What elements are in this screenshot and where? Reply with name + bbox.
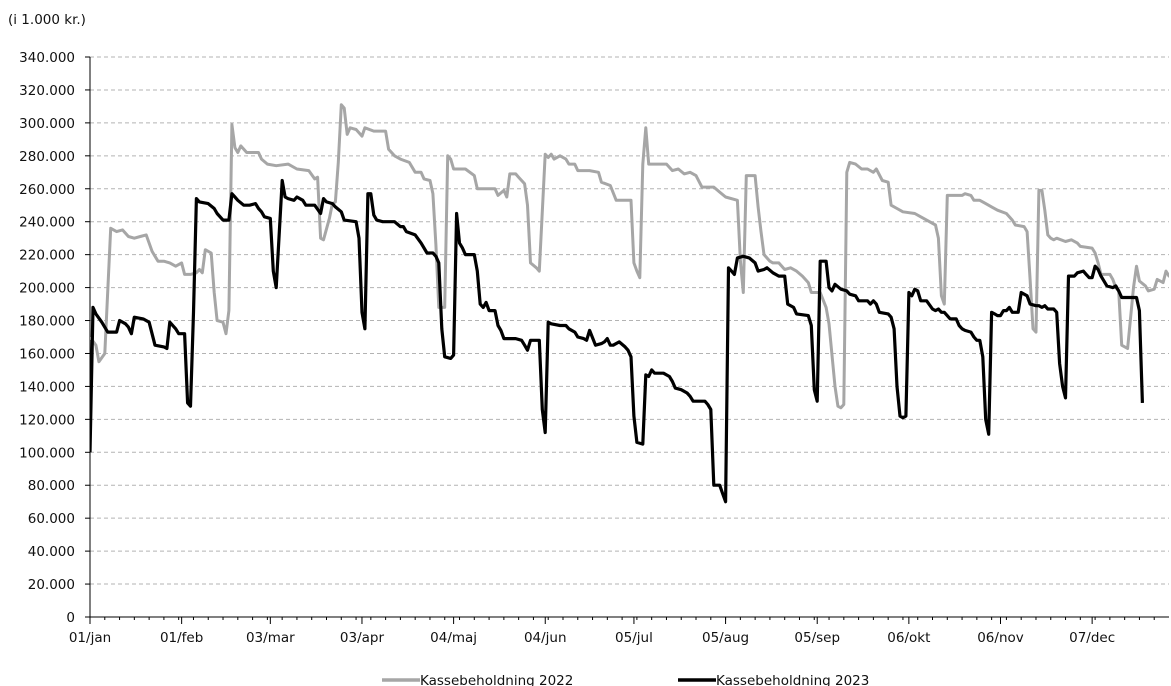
x-tick-label: 03/mar [246,630,295,646]
y-tick-label: 0 [66,610,75,626]
x-tick-label: 04/jun [524,630,567,646]
y-tick-label: 60.000 [28,511,75,527]
x-tick-label: 07/dec [1069,630,1115,646]
y-tick-label: 100.000 [19,445,75,461]
y-tick-label: 300.000 [19,116,75,132]
y-tick-label: 140.000 [19,379,75,395]
x-axis-ticks: 01/jan 01/feb 03/mar 03/apr 04/maj 04/jun 05/j… [69,617,1155,646]
series-line-2022 [90,103,1169,410]
x-tick-label: 01/jan [69,630,111,646]
x-tick-label: 05/aug [702,630,749,646]
legend-label: Kassebeholdning 2022 [420,673,573,686]
y-tick-label: 180.000 [19,314,75,330]
axes [89,57,1169,618]
x-tick-label: 04/maj [430,630,477,646]
series-line-2023 [90,178,1144,504]
legend: Kassebeholdning 2022 Kassebeholdning 2023 [382,673,869,686]
y-tick-label: 340.000 [19,50,75,66]
y-tick-label: 200.000 [19,281,75,297]
gridlines [90,56,1169,585]
y-tick-label: 240.000 [19,215,75,231]
x-tick-label: 03/apr [340,630,385,646]
unit-label: (i 1.000 kr.) [8,12,86,28]
y-tick-label: 80.000 [28,478,75,494]
y-tick-label: 220.000 [19,248,75,264]
y-tick-label: 320.000 [19,83,75,99]
y-tick-label: 260.000 [19,182,75,198]
y-tick-label: 120.000 [19,412,75,428]
y-tick-label: 40.000 [28,544,75,560]
legend-label: Kassebeholdning 2023 [716,673,869,686]
x-tick-label: 06/nov [977,630,1024,646]
y-tick-label: 280.000 [19,149,75,165]
x-tick-label: 05/sep [794,630,840,646]
y-tick-label: 160.000 [19,346,75,362]
series-lines [90,103,1169,504]
x-tick-label: 01/feb [160,630,203,646]
x-tick-label: 05/jul [615,630,653,646]
y-axis-ticks: 0 20.000 40.000 60.000 80.000 100.000 120.000 1… [19,50,90,626]
y-tick-label: 20.000 [28,577,75,593]
x-tick-label: 06/okt [887,630,930,646]
